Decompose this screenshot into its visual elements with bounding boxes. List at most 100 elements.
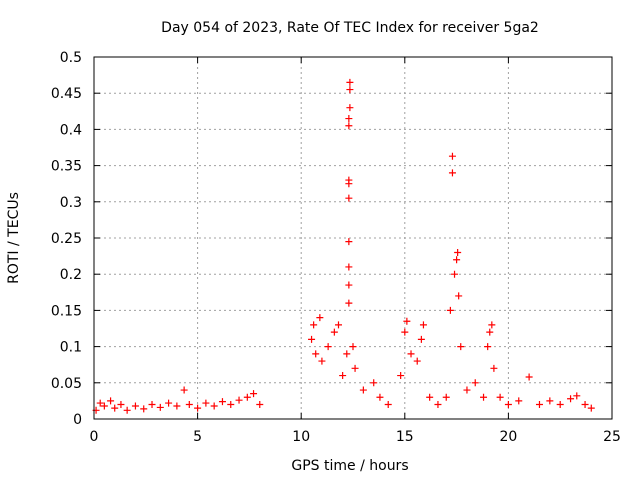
data-point xyxy=(310,321,318,329)
y-tick-label: 0.1 xyxy=(60,340,82,356)
data-point xyxy=(107,397,115,405)
data-point xyxy=(235,396,243,404)
data-point xyxy=(123,406,131,414)
data-point xyxy=(256,401,264,409)
data-point xyxy=(397,372,405,380)
x-axis-label: GPS time / hours xyxy=(291,458,408,474)
data-point xyxy=(185,401,193,409)
y-tick-label: 0 xyxy=(73,412,82,428)
data-point xyxy=(148,401,156,409)
data-point xyxy=(117,401,125,409)
data-point xyxy=(515,397,523,405)
data-point xyxy=(250,390,258,398)
data-point xyxy=(488,321,496,329)
data-point xyxy=(567,395,575,403)
chart-title: Day 054 of 2023, Rate Of TEC Index for r… xyxy=(161,20,539,36)
x-tick-label: 25 xyxy=(603,429,621,445)
data-point xyxy=(100,402,108,410)
data-point xyxy=(345,115,353,123)
data-point xyxy=(173,402,181,410)
x-tick-label: 10 xyxy=(292,429,310,445)
data-point xyxy=(587,404,595,412)
data-point xyxy=(165,399,173,407)
data-point xyxy=(573,392,581,400)
data-point xyxy=(351,364,359,372)
data-point xyxy=(345,263,353,271)
data-point xyxy=(417,335,425,343)
data-point xyxy=(504,401,512,409)
data-point xyxy=(403,317,411,325)
data-point xyxy=(448,169,456,177)
data-point xyxy=(318,357,326,365)
data-point xyxy=(131,402,139,410)
data-point xyxy=(345,122,353,130)
data-point xyxy=(345,299,353,307)
data-point xyxy=(581,401,589,409)
data-point xyxy=(194,404,202,412)
data-point xyxy=(140,405,148,413)
data-point xyxy=(227,401,235,409)
data-point xyxy=(96,399,104,407)
data-point xyxy=(334,321,342,329)
data-point xyxy=(349,343,357,351)
data-point xyxy=(535,401,543,409)
data-point xyxy=(455,292,463,300)
data-point xyxy=(330,328,338,336)
data-point xyxy=(446,306,454,314)
data-point xyxy=(343,350,351,358)
data-point xyxy=(376,393,384,401)
data-point xyxy=(180,386,188,394)
data-point xyxy=(496,393,504,401)
data-point xyxy=(463,386,471,394)
data-point xyxy=(419,321,427,329)
x-tick-label: 15 xyxy=(396,429,414,445)
y-tick-label: 0.45 xyxy=(51,86,82,102)
data-point xyxy=(243,393,251,401)
data-point xyxy=(111,404,119,412)
data-point xyxy=(339,372,347,380)
data-point xyxy=(471,379,479,387)
data-point xyxy=(345,281,353,289)
y-tick-label: 0.2 xyxy=(60,267,82,283)
data-point xyxy=(202,399,210,407)
data-point xyxy=(308,335,316,343)
x-tick-label: 20 xyxy=(499,429,517,445)
data-point xyxy=(484,343,492,351)
y-tick-label: 0.05 xyxy=(51,376,82,392)
data-point xyxy=(426,393,434,401)
data-point xyxy=(370,379,378,387)
data-point xyxy=(218,398,226,406)
data-point xyxy=(486,328,494,336)
x-tick-label: 5 xyxy=(193,429,202,445)
y-tick-label: 0.5 xyxy=(60,50,82,66)
data-point xyxy=(346,78,354,86)
y-tick-label: 0.25 xyxy=(51,231,82,247)
data-point xyxy=(490,364,498,372)
data-point xyxy=(156,403,164,411)
data-point xyxy=(546,397,554,405)
data-point xyxy=(345,238,353,246)
data-point xyxy=(345,176,353,184)
data-point xyxy=(525,373,533,381)
data-point xyxy=(312,350,320,358)
data-point xyxy=(384,401,392,409)
data-point xyxy=(434,401,442,409)
data-point xyxy=(453,256,461,264)
data-point xyxy=(359,386,367,394)
data-point xyxy=(480,393,488,401)
y-tick-label: 0.35 xyxy=(51,159,82,175)
data-point xyxy=(457,343,465,351)
y-tick-label: 0.4 xyxy=(60,122,82,138)
data-point xyxy=(442,393,450,401)
data-point xyxy=(324,343,332,351)
data-point xyxy=(413,357,421,365)
data-point xyxy=(345,194,353,202)
y-tick-label: 0.3 xyxy=(60,195,82,211)
x-tick-label: 0 xyxy=(90,429,99,445)
data-point xyxy=(556,401,564,409)
data-point xyxy=(316,314,324,322)
data-point xyxy=(346,104,354,112)
data-point xyxy=(210,402,218,410)
data-points xyxy=(92,78,595,414)
